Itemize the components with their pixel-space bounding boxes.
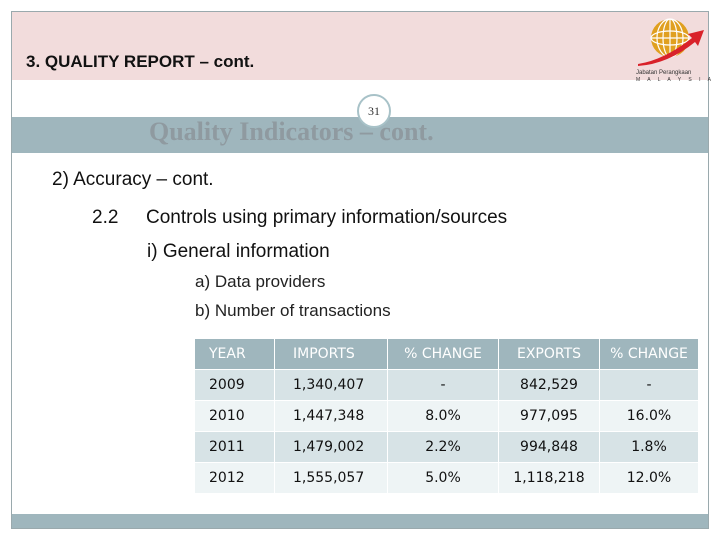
- cell-exports: 1,118,218: [498, 462, 600, 494]
- globe-logo-icon: [638, 18, 704, 66]
- cell-imports: 1,340,407: [274, 369, 388, 401]
- logo-text: Jabatan Perangkaan: [636, 70, 692, 76]
- cell-import-change: -: [387, 369, 499, 401]
- slide-number-badge: 31: [357, 94, 391, 128]
- cell-export-change: 1.8%: [599, 431, 699, 463]
- cell-imports: 1,479,002: [274, 431, 388, 463]
- footer-band: [12, 514, 708, 528]
- cell-imports: 1,447,348: [274, 400, 388, 432]
- cell-import-change: 5.0%: [387, 462, 499, 494]
- cell-exports: 977,095: [498, 400, 600, 432]
- logo-country-text: M A L A Y S I A: [636, 77, 714, 83]
- cell-import-change: 2.2%: [387, 431, 499, 463]
- header-band: [12, 12, 708, 80]
- slide-frame: 3. QUALITY REPORT – cont. Jabatan Perang…: [11, 11, 711, 529]
- subheading-number: 2.2: [92, 207, 119, 228]
- cell-year: 2011: [194, 431, 275, 463]
- cell-year: 2009: [194, 369, 275, 401]
- list-item-data-providers: a) Data providers: [195, 272, 326, 291]
- header-export-change: % CHANGE: [599, 338, 699, 370]
- slide-title: 3. QUALITY REPORT – cont.: [26, 52, 255, 71]
- cell-export-change: -: [599, 369, 699, 401]
- subsubheading-general: i) General information: [147, 241, 330, 262]
- table-row: 2011 1,479,002 2.2% 994,848 1.8%: [194, 431, 699, 463]
- slide-subtitle: Quality Indicators – cont.: [149, 117, 434, 146]
- heading-accuracy: 2) Accuracy – cont.: [52, 169, 214, 190]
- cell-imports: 1,555,057: [274, 462, 388, 494]
- header-year: YEAR: [194, 338, 275, 370]
- cell-export-change: 12.0%: [599, 462, 699, 494]
- cell-export-change: 16.0%: [599, 400, 699, 432]
- header-imports: IMPORTS: [274, 338, 388, 370]
- header-import-change: % CHANGE: [387, 338, 499, 370]
- cell-exports: 842,529: [498, 369, 600, 401]
- header-exports: EXPORTS: [498, 338, 600, 370]
- trade-table: YEAR IMPORTS % CHANGE EXPORTS % CHANGE 2…: [194, 338, 699, 494]
- cell-import-change: 8.0%: [387, 400, 499, 432]
- table-row: 2009 1,340,407 - 842,529 -: [194, 369, 699, 401]
- list-item-transactions: b) Number of transactions: [195, 301, 391, 320]
- cell-year: 2010: [194, 400, 275, 432]
- table-header-row: YEAR IMPORTS % CHANGE EXPORTS % CHANGE: [194, 338, 699, 370]
- cell-year: 2012: [194, 462, 275, 494]
- table-row: 2010 1,447,348 8.0% 977,095 16.0%: [194, 400, 699, 432]
- cell-exports: 994,848: [498, 431, 600, 463]
- subtitle-band: [12, 117, 708, 153]
- table-row: 2012 1,555,057 5.0% 1,118,218 12.0%: [194, 462, 699, 494]
- subheading-controls: 2.2 Controls using primary information/so…: [92, 207, 507, 229]
- subheading-text: Controls using primary information/sourc…: [146, 207, 508, 228]
